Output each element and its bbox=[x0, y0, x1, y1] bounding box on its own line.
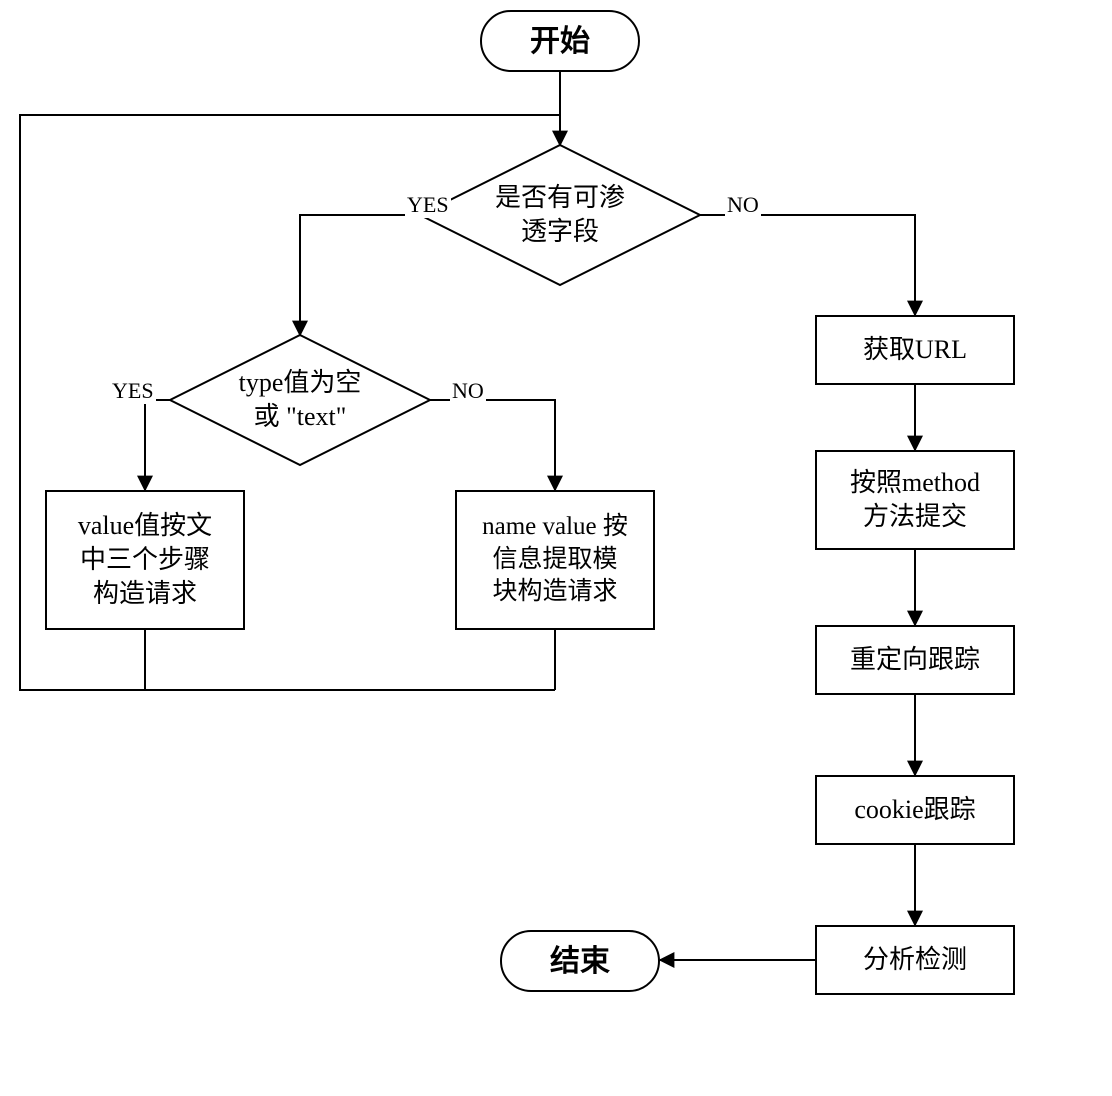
node-p-method-label: 按照method方法提交 bbox=[850, 466, 980, 534]
node-p-mid-label: name value 按信息提取模块构造请求 bbox=[482, 511, 628, 609]
node-p-url-label: 获取URL bbox=[863, 333, 967, 367]
node-d1-text: 是否有可渗透字段 bbox=[420, 145, 700, 285]
node-d1-label: 是否有可渗透字段 bbox=[495, 181, 625, 249]
node-p-cookie: cookie跟踪 bbox=[815, 775, 1015, 845]
node-p-detect: 分析检测 bbox=[815, 925, 1015, 995]
node-p-redir: 重定向跟踪 bbox=[815, 625, 1015, 695]
node-p-detect-label: 分析检测 bbox=[863, 943, 967, 977]
node-p-url: 获取URL bbox=[815, 315, 1015, 385]
node-d2-label: type值为空或 "text" bbox=[239, 366, 362, 434]
node-start-label: 开始 bbox=[530, 22, 590, 61]
flowchart-canvas: 开始 value值按文中三个步骤构造请求 name value 按信息提取模块构… bbox=[0, 0, 1112, 1096]
label-d1-no: NO bbox=[725, 192, 761, 218]
node-end-label: 结束 bbox=[550, 942, 610, 981]
node-p-left-label: value值按文中三个步骤构造请求 bbox=[78, 509, 212, 610]
node-d2-text: type值为空或 "text" bbox=[170, 335, 430, 465]
node-p-left: value值按文中三个步骤构造请求 bbox=[45, 490, 245, 630]
node-p-cookie-label: cookie跟踪 bbox=[854, 793, 975, 827]
label-d2-no: NO bbox=[450, 378, 486, 404]
node-start: 开始 bbox=[480, 10, 640, 72]
node-end: 结束 bbox=[500, 930, 660, 992]
node-p-redir-label: 重定向跟踪 bbox=[850, 643, 980, 677]
node-p-mid: name value 按信息提取模块构造请求 bbox=[455, 490, 655, 630]
label-d2-yes: YES bbox=[110, 378, 156, 404]
node-p-method: 按照method方法提交 bbox=[815, 450, 1015, 550]
